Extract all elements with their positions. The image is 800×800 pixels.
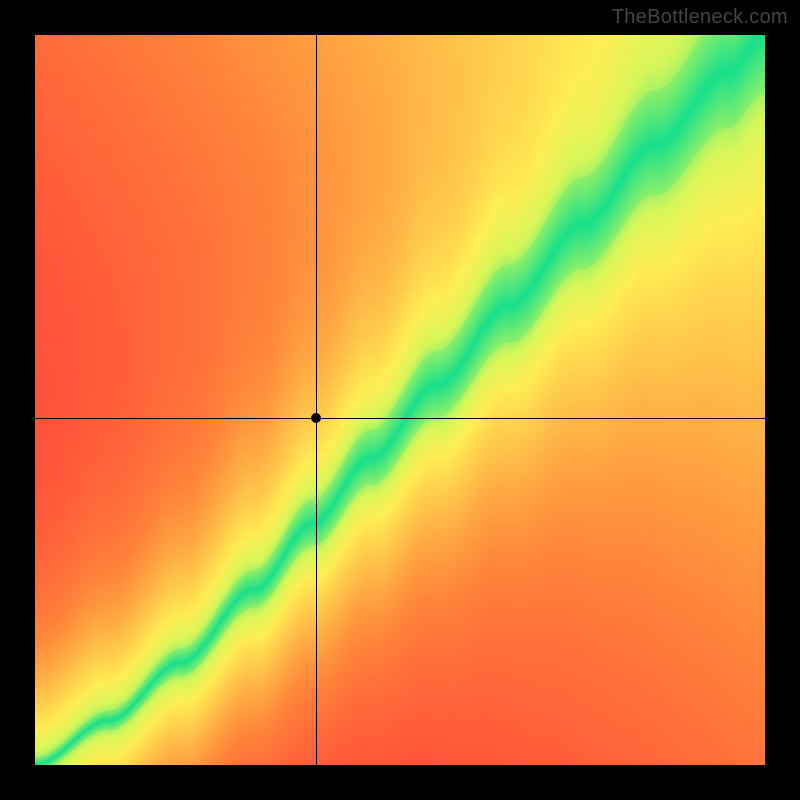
chart-container: TheBottleneck.com bbox=[0, 0, 800, 800]
crosshair-vertical bbox=[316, 35, 317, 765]
crosshair-marker bbox=[311, 413, 321, 423]
heatmap-canvas bbox=[35, 35, 765, 765]
crosshair-horizontal bbox=[35, 418, 765, 419]
plot-area bbox=[35, 35, 765, 765]
watermark-text: TheBottleneck.com bbox=[612, 6, 788, 29]
